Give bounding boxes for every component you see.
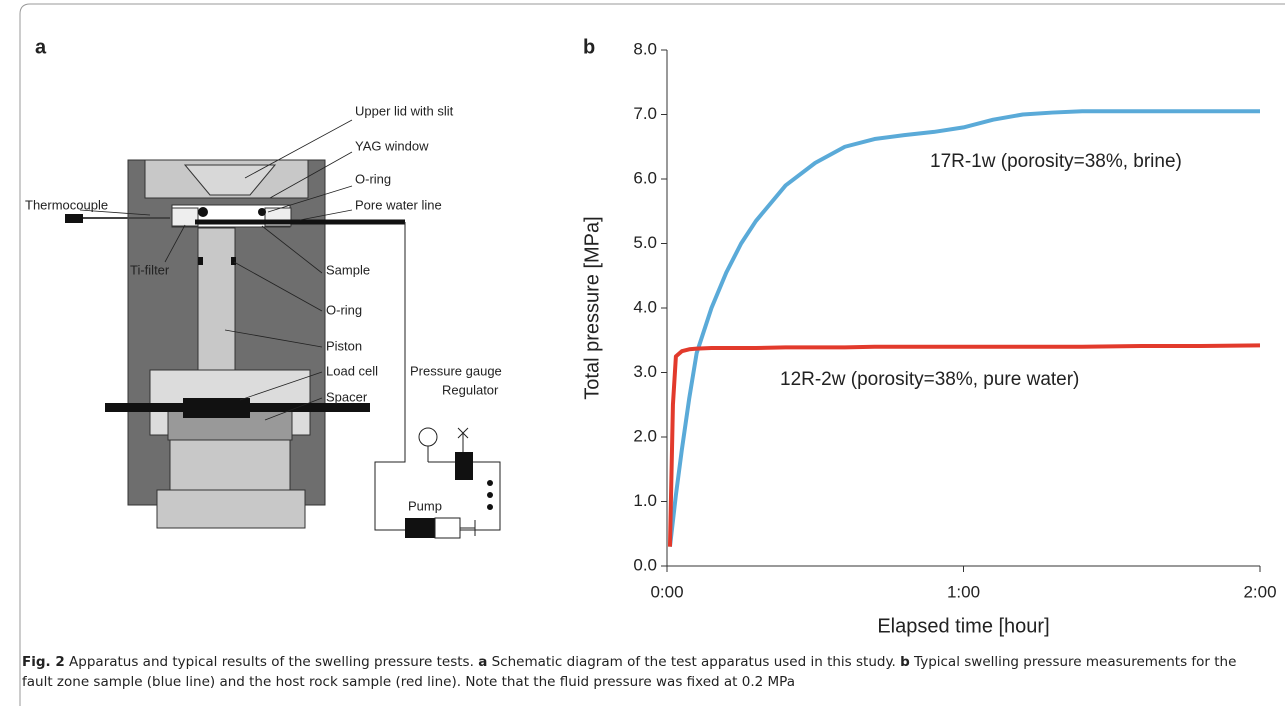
diagram-label: Piston [326, 338, 362, 353]
figure-label: Fig. 2 [22, 654, 65, 670]
x-tick-label: 0:00 [650, 582, 683, 601]
diagram-label: Pump [408, 498, 442, 513]
x-tick-label: 1:00 [947, 582, 980, 601]
y-tick-label: 4.0 [633, 297, 657, 316]
diagram-label: Ti-filter [130, 262, 170, 277]
panel-ref: b [900, 654, 910, 670]
caption-text: Apparatus and typical results of the swe… [64, 654, 479, 670]
chart: 0.0 1.0 2.0 3.0 4.0 5.0 6.0 7.0 8.0 0:00 1:00 2:00 E… [581, 39, 1276, 637]
diagram-label: YAG window [355, 138, 429, 153]
caption: Fig. 2 Apparatus and typical results of … [22, 652, 1267, 692]
diagram-label: Thermocouple [25, 197, 108, 212]
diagram-label: Sample [326, 262, 370, 277]
panel-ref: a [478, 654, 488, 670]
diagram-label: O-ring [355, 171, 391, 186]
diagram-label: O-ring [326, 302, 362, 317]
diagram-label: Load cell [326, 363, 378, 378]
y-tick-label: 8.0 [633, 39, 657, 58]
x-axis-label: Elapsed time [hour] [877, 615, 1049, 637]
series-line [667, 109, 1260, 547]
y-tick-label: 3.0 [633, 362, 657, 381]
series-line [667, 343, 1261, 547]
panel-label: a [35, 36, 47, 58]
diagram-label: Pressure gauge [410, 363, 502, 378]
y-tick-label: 2.0 [633, 426, 657, 445]
series-label: 17R-1w (porosity=38%, brine) [930, 151, 1182, 172]
diagram-label: Pore water line [355, 197, 442, 212]
caption-text: Typical swelling pressure measurements f… [22, 654, 1237, 690]
frame [19, 3, 1285, 706]
apparatus [65, 119, 501, 539]
diagram-labels: Upper lid with slit YAG window O-ring Therm… [25, 103, 502, 513]
caption-text: Schematic diagram of the test apparatus … [487, 654, 901, 670]
diagram-label: Regulator [442, 382, 499, 397]
y-tick-label: 6.0 [633, 168, 657, 187]
y-axis-label: Total pressure [MPa] [581, 216, 603, 399]
y-tick-label: 5.0 [633, 233, 657, 252]
diagram-label: Spacer [326, 389, 368, 404]
diagram-label: Upper lid with slit [355, 103, 454, 118]
x-tick-label: 2:00 [1243, 582, 1276, 601]
panel-label: b [583, 36, 595, 58]
y-tick-label: 1.0 [633, 491, 657, 510]
series-label: 12R-2w (porosity=38%, pure water) [780, 369, 1079, 390]
y-tick-label: 7.0 [633, 104, 657, 123]
y-tick-label: 0.0 [633, 555, 657, 574]
